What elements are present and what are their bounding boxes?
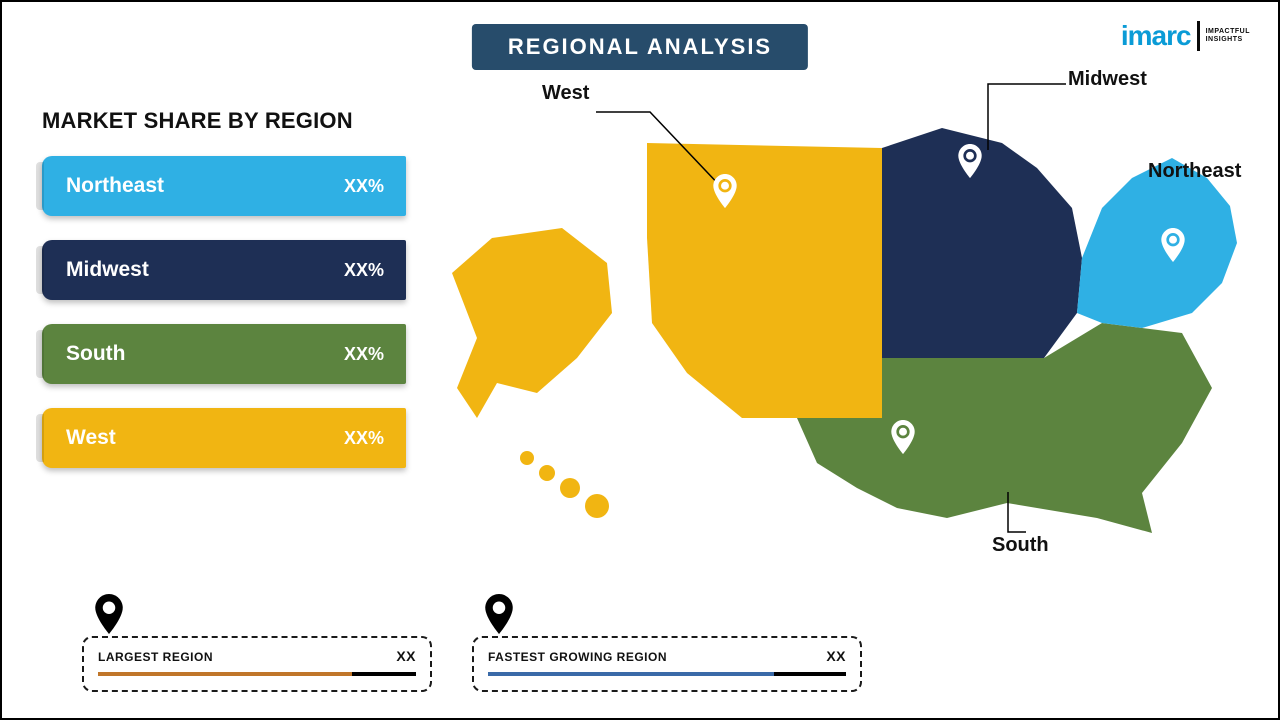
region-label: Northeast [66,174,164,198]
callout-south-line [998,490,1028,536]
region-label: West [66,426,116,450]
legend-bar-main [488,672,774,676]
region-value: XX% [344,176,384,197]
region-value: XX% [344,344,384,365]
map-pin-midwest [957,144,983,178]
legend-largest-region: LARGEST REGION XX [82,636,432,692]
brand-divider [1197,21,1200,51]
bar-tab [36,330,44,378]
callout-west-label: West [542,82,589,105]
subheading: MARKET SHARE BY REGION [42,108,406,134]
legend-bar-end [774,672,846,676]
legend-bar [488,672,846,676]
region-bar-midwest: Midwest XX% [42,240,406,300]
legend-fastest-region: FASTEST GROWING REGION XX [472,636,862,692]
region-bar-northeast: Northeast XX% [42,156,406,216]
region-bar-south: South XX% [42,324,406,384]
region-label: Midwest [66,258,149,282]
region-west-alaska [452,228,612,418]
legend-bar-main [98,672,352,676]
bar-tab [36,246,44,294]
region-west-hawaii [520,451,609,518]
legend-label: LARGEST REGION [98,650,213,664]
pin-icon [484,594,514,634]
legend-bar [98,672,416,676]
legend-bar-end [352,672,416,676]
callout-west-line [590,106,730,196]
brand-name: imarc [1121,20,1191,52]
pin-icon [94,594,124,634]
region-label: South [66,342,125,366]
legend-value: XX [396,648,416,664]
callout-south-label: South [992,534,1049,557]
map-pin-south [890,420,916,454]
legend-label: FASTEST GROWING REGION [488,650,667,664]
region-value: XX% [344,260,384,281]
brand-tag-1: IMPACTFUL [1206,28,1250,35]
map-svg [442,88,1252,558]
legend-value: XX [826,648,846,664]
callout-midwest-label: Midwest [1068,68,1147,91]
region-northeast [1077,158,1237,328]
brand-tagline: IMPACTFUL INSIGHTS [1206,28,1250,43]
us-map: West Midwest Northeast South [442,88,1252,558]
callout-midwest-line [982,78,1072,158]
bar-tab [36,162,44,210]
page-title: REGIONAL ANALYSIS [472,24,808,70]
brand-logo: imarc IMPACTFUL INSIGHTS [1121,20,1250,52]
brand-tag-2: INSIGHTS [1206,36,1243,43]
map-pin-west [712,174,738,208]
region-value: XX% [344,428,384,449]
map-pin-northeast [1160,228,1186,262]
callout-northeast-label: Northeast [1148,160,1241,183]
market-share-panel: MARKET SHARE BY REGION Northeast XX% Mid… [42,108,406,492]
region-bar-west: West XX% [42,408,406,468]
bar-tab [36,414,44,462]
